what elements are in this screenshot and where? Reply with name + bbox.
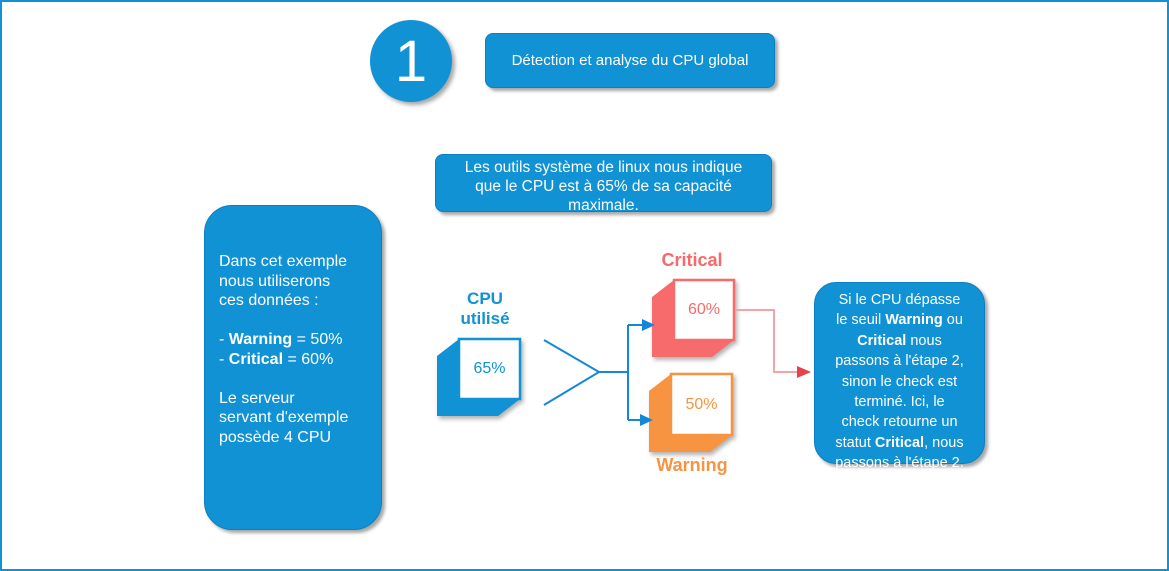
warning-node-label: Warning <box>656 455 728 475</box>
split-connector <box>543 319 655 426</box>
example-text: Dans cet exemple nous utiliserons ces do… <box>219 253 349 446</box>
arrow-to-critical-icon <box>642 319 655 331</box>
info-text: Les outils système de linux nous indique… <box>464 159 743 214</box>
step-number-circle: 1 <box>370 20 452 102</box>
result-box: Si le CPU dépasse le seuil Warning ou Cr… <box>814 282 985 471</box>
step-number: 1 <box>394 28 428 94</box>
info-box: Les outils système de linux nous indique… <box>435 154 772 214</box>
result-text: Si le CPU dépasse le seuil Warning ou Cr… <box>835 292 964 472</box>
warning-node-value: 50% <box>685 395 718 413</box>
arrow-to-warning-icon <box>640 414 653 426</box>
cpu-node-value: 65% <box>473 360 506 377</box>
critical-node-value: 60% <box>687 301 721 318</box>
step-title: Détection et analyse du CPU global <box>511 52 749 69</box>
arrow-to-result-icon <box>797 366 811 378</box>
example-data-box: Dans cet exemple nous utiliserons ces do… <box>204 205 382 530</box>
cpu-node-label: CPU utilisé <box>460 289 510 328</box>
critical-result-connector <box>735 309 811 378</box>
step-title-box: Détection et analyse du CPU global <box>485 33 775 88</box>
critical-node-label: Critical <box>661 250 723 270</box>
